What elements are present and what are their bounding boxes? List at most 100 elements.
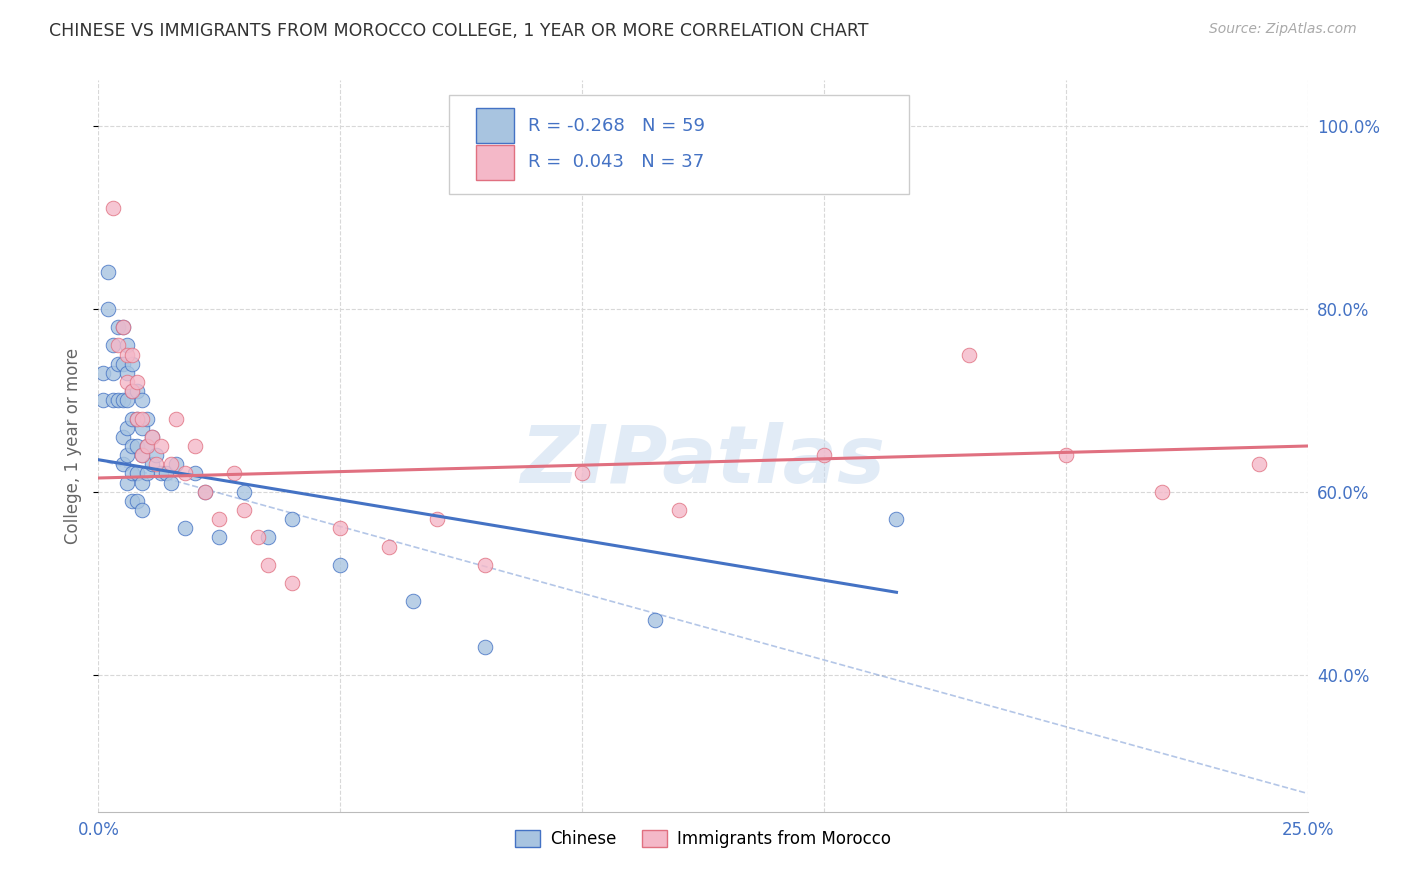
Point bbox=[644, 613, 666, 627]
Point bbox=[101, 338, 124, 352]
Point bbox=[135, 439, 157, 453]
Point bbox=[107, 393, 129, 408]
Point bbox=[1249, 458, 1271, 472]
Point bbox=[194, 484, 217, 499]
Point bbox=[141, 458, 163, 472]
Text: R =  0.043   N = 37: R = 0.043 N = 37 bbox=[527, 153, 704, 171]
Point bbox=[111, 393, 134, 408]
Text: ZIPatlas: ZIPatlas bbox=[520, 422, 886, 500]
Point bbox=[111, 430, 134, 444]
Point bbox=[127, 494, 149, 508]
Point bbox=[256, 558, 278, 572]
Point bbox=[232, 484, 254, 499]
Point bbox=[426, 512, 449, 526]
Point bbox=[155, 467, 177, 481]
Point bbox=[174, 521, 197, 535]
Point bbox=[256, 530, 278, 544]
Point bbox=[1152, 484, 1174, 499]
Point bbox=[208, 512, 231, 526]
Point bbox=[111, 357, 134, 371]
Point bbox=[329, 558, 352, 572]
Point bbox=[247, 530, 270, 544]
Point bbox=[1054, 448, 1077, 462]
Point bbox=[127, 411, 149, 425]
Point bbox=[111, 320, 134, 334]
Point bbox=[131, 475, 153, 490]
Point bbox=[117, 375, 139, 389]
Y-axis label: College, 1 year or more: College, 1 year or more bbox=[65, 348, 83, 544]
Point bbox=[281, 576, 304, 591]
Legend: Chinese, Immigrants from Morocco: Chinese, Immigrants from Morocco bbox=[509, 823, 897, 855]
Point bbox=[174, 467, 197, 481]
Point bbox=[377, 540, 399, 554]
Point bbox=[402, 594, 425, 608]
Point bbox=[127, 439, 149, 453]
Point bbox=[91, 393, 114, 408]
Point bbox=[208, 530, 231, 544]
Point bbox=[111, 320, 134, 334]
Point bbox=[107, 338, 129, 352]
Point bbox=[127, 375, 149, 389]
Point bbox=[121, 439, 143, 453]
Point bbox=[131, 393, 153, 408]
Point bbox=[160, 475, 183, 490]
Point bbox=[131, 420, 153, 434]
Point bbox=[165, 458, 187, 472]
Point bbox=[150, 439, 173, 453]
Point bbox=[813, 448, 835, 462]
Point bbox=[131, 448, 153, 462]
Point bbox=[127, 384, 149, 399]
Point bbox=[117, 420, 139, 434]
Point bbox=[474, 640, 496, 655]
Point bbox=[232, 503, 254, 517]
Point bbox=[107, 357, 129, 371]
Point bbox=[127, 467, 149, 481]
Point bbox=[101, 393, 124, 408]
Point bbox=[117, 448, 139, 462]
Point bbox=[101, 366, 124, 380]
Point bbox=[957, 348, 980, 362]
Point bbox=[184, 467, 207, 481]
Point bbox=[474, 558, 496, 572]
Point bbox=[97, 301, 120, 316]
Point bbox=[194, 484, 217, 499]
Point bbox=[141, 430, 163, 444]
Point bbox=[117, 366, 139, 380]
Point bbox=[131, 411, 153, 425]
Point bbox=[668, 503, 690, 517]
Text: Source: ZipAtlas.com: Source: ZipAtlas.com bbox=[1209, 22, 1357, 37]
Point bbox=[91, 366, 114, 380]
Point bbox=[222, 467, 245, 481]
Point bbox=[150, 467, 173, 481]
Point bbox=[329, 521, 352, 535]
Point bbox=[107, 320, 129, 334]
Bar bbox=[475, 108, 515, 144]
Point bbox=[160, 458, 183, 472]
Point bbox=[121, 348, 143, 362]
Point bbox=[121, 384, 143, 399]
Point bbox=[117, 393, 139, 408]
FancyBboxPatch shape bbox=[449, 95, 908, 194]
Point bbox=[117, 475, 139, 490]
Point bbox=[127, 411, 149, 425]
Point bbox=[121, 494, 143, 508]
Point bbox=[131, 448, 153, 462]
Point bbox=[131, 503, 153, 517]
Point bbox=[281, 512, 304, 526]
Point bbox=[135, 467, 157, 481]
Text: R = -0.268   N = 59: R = -0.268 N = 59 bbox=[527, 117, 704, 135]
Point bbox=[117, 348, 139, 362]
Point bbox=[165, 411, 187, 425]
Point bbox=[117, 338, 139, 352]
Point bbox=[121, 357, 143, 371]
Point bbox=[571, 467, 593, 481]
Point bbox=[141, 430, 163, 444]
Point bbox=[121, 384, 143, 399]
Point bbox=[145, 448, 167, 462]
Point bbox=[135, 439, 157, 453]
Point bbox=[111, 458, 134, 472]
Point bbox=[184, 439, 207, 453]
Point bbox=[121, 467, 143, 481]
Text: CHINESE VS IMMIGRANTS FROM MOROCCO COLLEGE, 1 YEAR OR MORE CORRELATION CHART: CHINESE VS IMMIGRANTS FROM MOROCCO COLLE… bbox=[49, 22, 869, 40]
Point bbox=[121, 411, 143, 425]
